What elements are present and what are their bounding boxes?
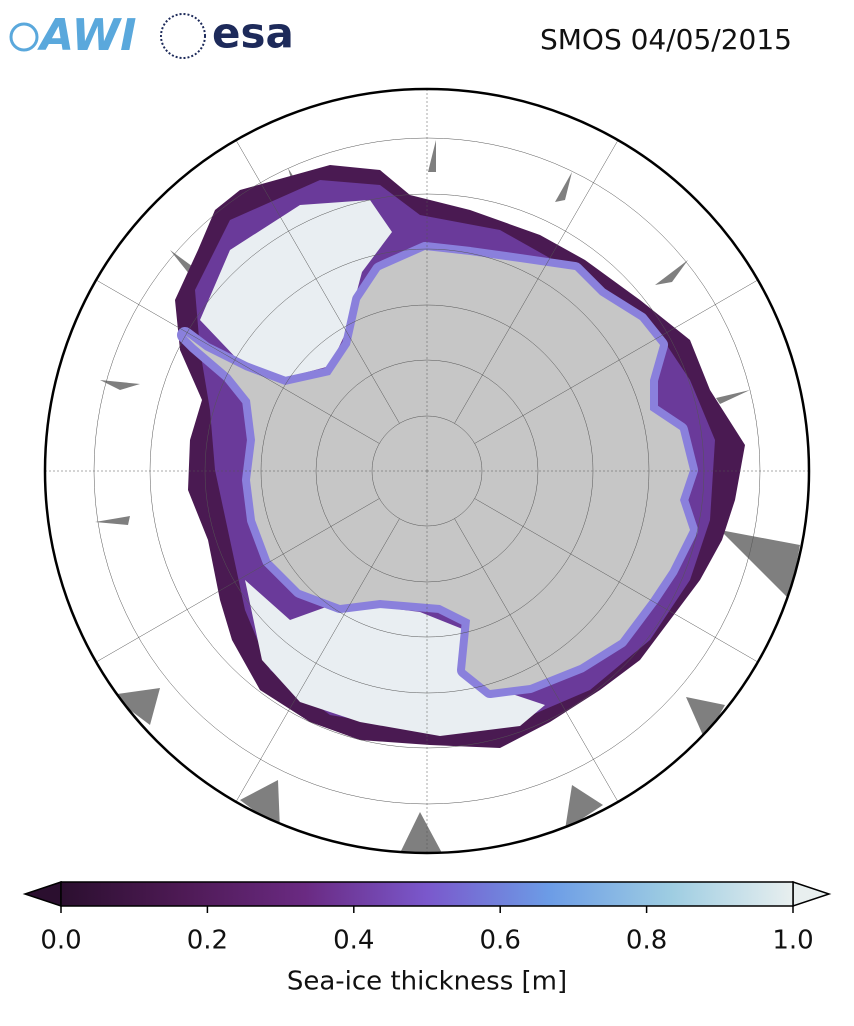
colorbar: 0.0 0.2 0.4 0.6 0.8 1.0 xyxy=(22,880,832,956)
colorbar-extend-high xyxy=(792,880,832,908)
meridian xyxy=(474,270,774,444)
colorbar-tick-label: 0.2 xyxy=(187,926,228,956)
colorbar-tick-label: 0.0 xyxy=(40,926,81,956)
logo-text: AWI xyxy=(37,10,137,61)
meridian xyxy=(226,518,400,818)
colorbar-tick-label: 0.4 xyxy=(333,926,374,956)
map xyxy=(45,89,809,853)
colorbar-label: Sea-ice thickness [m] xyxy=(287,967,567,997)
colorbar-extend-low xyxy=(22,880,62,908)
colorbar-bar xyxy=(60,881,794,907)
logo-esa: esa xyxy=(160,9,294,59)
colorbar-tick-label: 0.6 xyxy=(480,926,521,956)
meridian xyxy=(226,124,400,424)
land-outer xyxy=(95,140,800,853)
map-title: SMOS 04/05/2015 xyxy=(540,23,792,56)
colorbar-tick-label: 0.8 xyxy=(626,926,667,956)
latitude-circle xyxy=(315,359,539,583)
meridian xyxy=(474,498,774,672)
map-frame xyxy=(43,87,811,855)
graticule xyxy=(45,89,809,853)
meridian xyxy=(454,124,628,424)
sea-ice-thick xyxy=(245,580,545,736)
meridian xyxy=(454,518,628,818)
latitude-circle xyxy=(371,415,483,527)
meridian xyxy=(80,498,380,672)
logo-text: esa xyxy=(212,9,294,58)
meridian xyxy=(80,270,380,444)
sea-ice-thick xyxy=(200,200,392,378)
colorbar-tick-label: 1.0 xyxy=(772,926,813,956)
continent xyxy=(185,250,690,690)
logo-awi: AWI xyxy=(9,10,137,61)
